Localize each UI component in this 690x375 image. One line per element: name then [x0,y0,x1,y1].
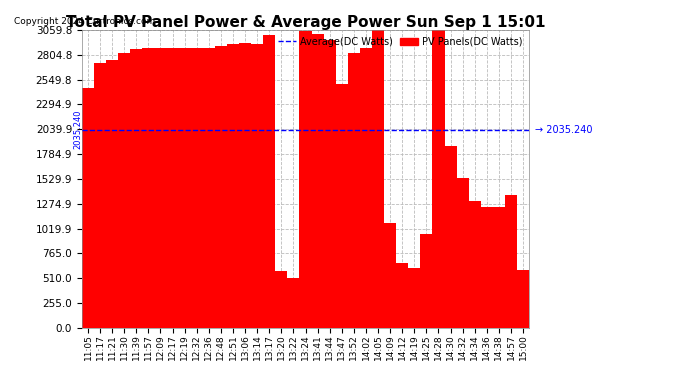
Bar [420,234,433,328]
Bar [275,272,288,328]
Bar [312,34,324,328]
Bar [457,178,469,328]
Bar [408,268,420,328]
Bar [444,146,457,328]
Bar [94,63,106,328]
Bar [251,44,263,328]
Text: Copyright 2024 Curtronics.com: Copyright 2024 Curtronics.com [14,17,155,26]
Bar [227,44,239,328]
Bar [324,40,336,328]
Bar [505,195,517,328]
Bar [130,50,142,328]
Bar [179,48,190,328]
Bar [106,60,118,328]
Bar [433,28,444,328]
Text: 2035.240: 2035.240 [73,110,82,150]
Bar [469,201,481,328]
Bar [481,207,493,328]
Bar [142,48,155,328]
Legend: Average(DC Watts), PV Panels(DC Watts): Average(DC Watts), PV Panels(DC Watts) [277,35,524,49]
Text: → 2035.240: → 2035.240 [535,125,592,135]
Bar [190,48,203,328]
Bar [299,31,312,328]
Bar [348,53,360,328]
Bar [166,48,179,328]
Bar [372,28,384,328]
Bar [155,48,166,328]
Bar [215,45,227,328]
Bar [517,270,529,328]
Bar [82,88,94,328]
Bar [360,48,372,328]
Bar [396,262,408,328]
Bar [336,84,348,328]
Bar [384,223,396,328]
Bar [203,48,215,328]
Bar [493,207,505,328]
Title: Total PV Panel Power & Average Power Sun Sep 1 15:01: Total PV Panel Power & Average Power Sun… [66,15,545,30]
Bar [239,43,251,328]
Bar [263,35,275,328]
Bar [288,278,299,328]
Bar [118,53,130,328]
